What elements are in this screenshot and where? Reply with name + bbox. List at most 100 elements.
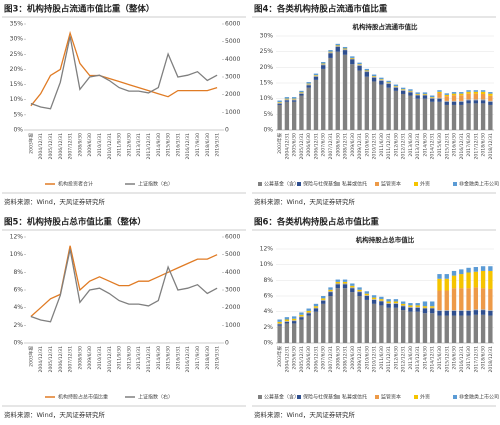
x-tick-label: 2012/12/31 (401, 346, 407, 373)
bar-segment (451, 310, 457, 311)
legend-swatch (297, 395, 301, 399)
bar-segment (451, 270, 457, 276)
legend-swatch (414, 395, 418, 399)
bar-segment (459, 101, 464, 105)
bar-segment (488, 95, 493, 101)
x-tick-label: 2006/6/30 (306, 133, 312, 157)
x-tick-label: 2012/12/31 (401, 133, 407, 160)
legend-label: 公募基金（含） (264, 394, 299, 401)
bar-segment (342, 50, 348, 55)
bar-segment (313, 76, 319, 80)
bar-segment (393, 87, 399, 91)
bar-segment (321, 64, 326, 66)
bar-segment (408, 307, 413, 312)
bar-segment (451, 93, 457, 96)
bar-segment (393, 86, 399, 87)
bar-segment (313, 75, 319, 76)
x-tick-label: 2016/3/31 (175, 346, 181, 370)
bar-segment (357, 70, 362, 130)
bar-segment (379, 296, 384, 300)
y2-tick-label: 1000 (225, 109, 240, 116)
bar-segment (299, 93, 304, 96)
bar-segment (466, 93, 471, 100)
bar-segment (342, 279, 348, 282)
bar-segment (422, 93, 428, 95)
y2-tick-label: 6000 (225, 21, 240, 28)
bar-segment (371, 76, 377, 77)
bar-segment (473, 93, 479, 100)
y-tick-label: 0% (13, 127, 23, 134)
bar-segment (379, 84, 384, 130)
bar-segment (488, 288, 493, 311)
x-tick-label: 2015/6/30 (437, 346, 443, 370)
bar-segment (328, 287, 333, 290)
x-tick-label: 2012/6/30 (126, 133, 132, 157)
x-tick-label: 2016/12/31 (459, 133, 465, 160)
bar-segment (393, 301, 399, 304)
bar-segment (379, 305, 384, 343)
bar-segment (415, 92, 420, 94)
bar-segment (444, 94, 449, 97)
x-tick-label: 2012/6/30 (393, 346, 399, 370)
bar-segment (364, 295, 370, 296)
x-tick-label: 2003年报 (27, 133, 34, 154)
x-tick-label: 2013/12/31 (146, 346, 152, 373)
bar-segment (335, 281, 340, 284)
bar-segment (277, 319, 282, 322)
bar-segment (284, 321, 290, 322)
y2-tick-label: 4000 (225, 56, 240, 63)
legend-swatch (258, 182, 262, 186)
legend-label: 保险与社保基金 (303, 181, 338, 188)
bar-segment (277, 100, 282, 103)
panel-heading: 图4：各类机构持股占流通市值比重 (254, 4, 388, 15)
bar-segment (430, 101, 435, 130)
bar-segment (321, 303, 326, 343)
bar-segment (342, 283, 348, 285)
x-tick-label: 2004/12/31 (284, 346, 290, 373)
bar-segment (335, 51, 340, 130)
x-tick-label: 2009/6/30 (87, 346, 93, 370)
bar-segment (393, 303, 399, 304)
legend-swatch (453, 182, 457, 186)
y2-tick-label: 1000 (225, 322, 240, 329)
bar-segment (357, 65, 362, 71)
bar-segment (350, 57, 355, 59)
bar-segment (459, 92, 464, 94)
bar-segment (451, 104, 457, 130)
bar-segment (488, 100, 493, 102)
legend-label: 上证指数（右） (138, 181, 173, 188)
x-tick-label: 2008/6/30 (335, 133, 341, 157)
legend-label: 外资 (420, 394, 430, 401)
bar-segment (364, 70, 370, 72)
y2-tick-label: 3000 (225, 74, 240, 81)
x-tick-label: 2018/6/30 (481, 133, 487, 157)
bar-segment (466, 272, 471, 289)
x-tick-label: 2012/6/30 (393, 133, 399, 157)
bar-segment (335, 279, 340, 282)
bar-segment (430, 97, 435, 99)
x-tick-label: 2017/6/30 (466, 133, 472, 157)
x-tick-label: 2016/3/31 (175, 133, 181, 157)
panel-heading: 图5：机构持股占总市值比重（整体） (4, 217, 146, 228)
y-tick-label: 0% (13, 340, 23, 347)
bar-segment (364, 299, 370, 343)
bar-segment (451, 310, 457, 316)
x-tick-label: 2011/9/30 (117, 133, 123, 157)
bar-segment (422, 94, 428, 96)
bar-segment (386, 307, 391, 343)
bar-segment (466, 315, 471, 343)
y-tick-label: 10% (260, 95, 274, 102)
legend-swatch (375, 395, 379, 399)
bar-segment (466, 90, 471, 92)
bar-segment (291, 316, 297, 319)
x-tick-label: 2013/12/31 (146, 133, 152, 160)
bar-segment (350, 283, 355, 286)
bar-segment (437, 310, 442, 316)
x-tick-label: 2005/12/31 (48, 346, 54, 373)
bar-segment (299, 319, 304, 343)
bar-segment (386, 299, 391, 302)
bar-segment (328, 289, 333, 292)
bar-segment (299, 92, 304, 94)
bar-segment (364, 76, 370, 130)
y-tick-label: 20% (10, 66, 24, 73)
